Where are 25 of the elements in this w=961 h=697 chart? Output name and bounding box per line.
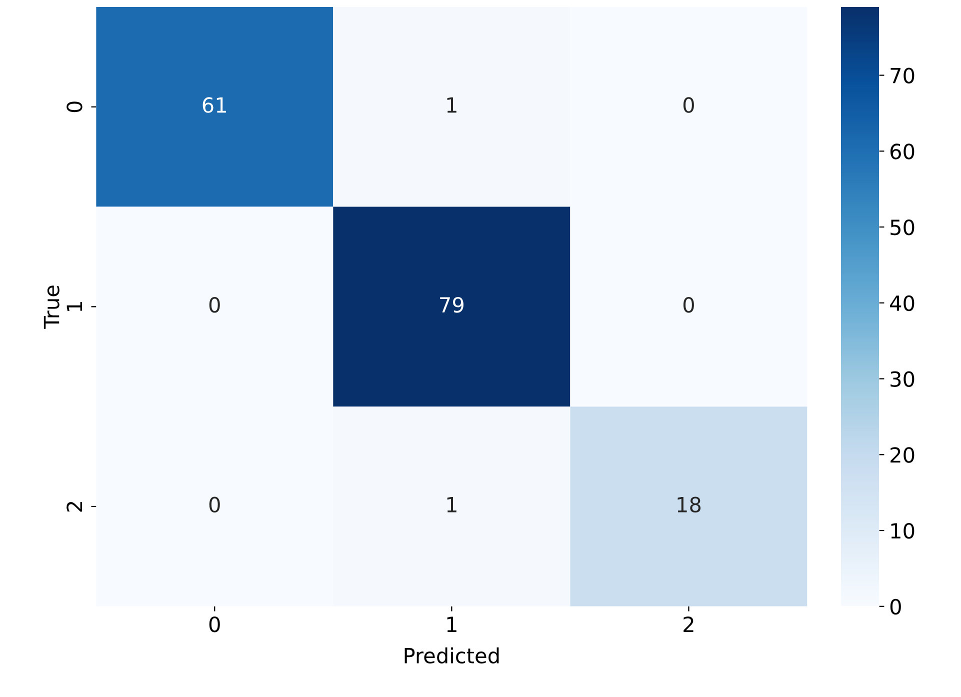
data-label: 18 [678,496,701,513]
y-tick-label: 2 [66,502,82,512]
data-label: 61 [202,97,226,113]
x-tick-label: 1 [447,616,456,632]
color-bar-label: 0 [890,598,901,615]
y-tick-label: 0 [66,102,82,112]
data-label: 0 [683,296,694,313]
color-bar-label: 50 [890,219,914,236]
data-label: 0 [209,496,220,513]
x-axis-title: Predicted [404,647,499,664]
color-bar-label: 70 [890,68,914,84]
y-tick-label: 1 [66,302,82,312]
color-bar-label: 60 [890,144,914,160]
data-label: 1 [447,97,456,113]
color-bar-label: 40 [890,295,914,312]
data-label: 0 [683,97,694,113]
y-axis-title: True [44,286,60,329]
data-label: 79 [440,296,464,313]
color-bar-label: 10 [891,522,914,539]
color-bar-label: 20 [890,447,914,463]
data-label: 1 [447,497,456,512]
data-label: 0 [209,296,220,313]
x-tick-label: 0 [209,616,220,632]
color-bar-label: 30 [890,371,914,387]
x-tick-label: 2 [684,616,694,632]
